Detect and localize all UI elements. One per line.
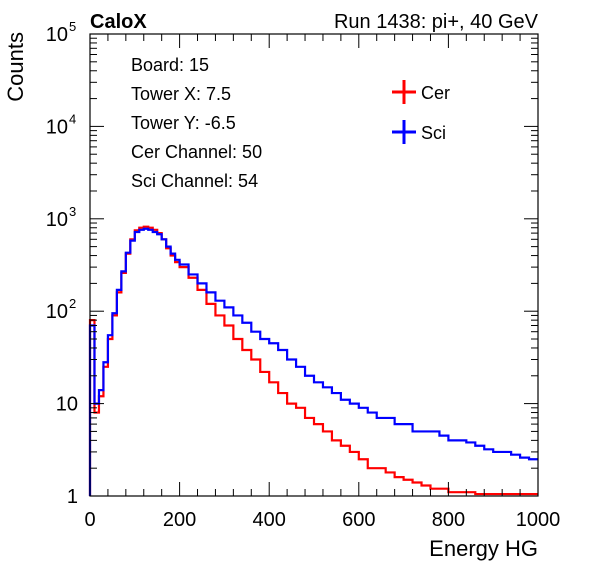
- y-tick-label: 10: [46, 209, 68, 231]
- y-tick-label: 10: [46, 24, 68, 46]
- series-line-sci: [88, 227, 538, 496]
- info-box: Board: 15 Tower X: 7.5 Tower Y: -6.5 Cer Ch…: [131, 55, 262, 191]
- y-tick-exponent: 3: [69, 204, 76, 219]
- info-line: Sci Channel: 54: [131, 171, 258, 191]
- legend-label: Sci: [421, 123, 446, 143]
- x-tick-label: 800: [432, 509, 465, 531]
- x-tick-label: 200: [163, 509, 196, 531]
- x-tick-label: 1000: [516, 509, 561, 531]
- x-tick-label: 0: [84, 509, 95, 531]
- legend-entry-cer: Cer: [392, 80, 450, 104]
- y-axis-label: Counts: [3, 32, 28, 102]
- info-line: Cer Channel: 50: [131, 142, 262, 162]
- y-tick-exponent: 2: [69, 296, 76, 311]
- y-tick-label: 10: [46, 301, 68, 323]
- info-line: Tower X: 7.5: [131, 84, 231, 104]
- y-tick-label: 10: [56, 394, 78, 416]
- x-tick-label: 400: [253, 509, 286, 531]
- x-axis-label: Energy HG: [429, 536, 538, 561]
- plot-frame: [89, 33, 539, 497]
- y-tick-exponent: 4: [69, 111, 76, 126]
- legend-entry-sci: Sci: [392, 120, 446, 144]
- y-tick-label: 10: [46, 116, 68, 138]
- series-layer: [88, 225, 538, 496]
- legend: Cer Sci: [392, 80, 450, 144]
- chart-title: CaloX: [90, 11, 147, 33]
- y-tick-exponent: 5: [69, 19, 76, 34]
- chart-subtitle: Run 1438: pi+, 40 GeV: [334, 11, 539, 33]
- info-line: Board: 15: [131, 55, 209, 75]
- legend-label: Cer: [421, 83, 450, 103]
- info-line: Tower Y: -6.5: [131, 113, 236, 133]
- x-tick-label: 600: [342, 509, 375, 531]
- y-tick-label: 1: [67, 486, 78, 508]
